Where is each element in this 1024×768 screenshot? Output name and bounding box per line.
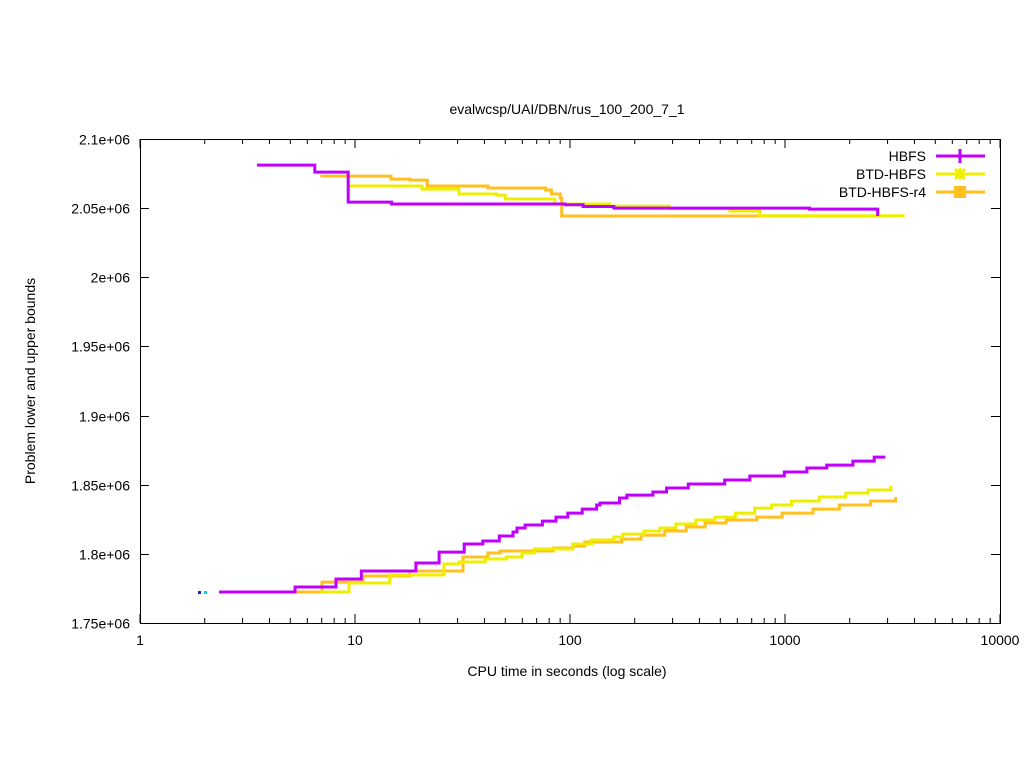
y-tick-label: 2.1e+06 <box>79 132 130 148</box>
axis-ticks: 1 10 100 1000 10000 1.75e+06 1.8e+06 1.85e+06 1.… <box>71 132 1019 649</box>
y-axis-label: Problem lower and upper bounds <box>22 278 38 484</box>
series-btd-hbfs-r4-upper-bound <box>320 174 885 218</box>
y-tick-label: 2.05e+06 <box>71 201 130 217</box>
x-tick-label: 10000 <box>981 632 1020 648</box>
y-tick-label: 1.9e+06 <box>79 409 130 425</box>
plot-area <box>219 163 905 594</box>
x-tick-label: 1000 <box>769 632 800 648</box>
series-hbfs-upper-bound <box>257 163 880 216</box>
y-tick-label: 1.95e+06 <box>71 339 130 355</box>
plot-border <box>140 139 1001 624</box>
x-tick-label: 100 <box>558 632 582 648</box>
chart-title: evalwcsp/UAI/DBN/rus_100_200_7_1 <box>449 101 684 117</box>
legend-label: BTD-HBFS-r4 <box>839 184 926 200</box>
series-btd-hbfs-lower-bound <box>320 486 893 594</box>
y-tick-label: 1.75e+06 <box>71 616 130 632</box>
legend: HBFS BTD-HBFS BTD-HBFS-r4 <box>839 148 985 200</box>
y-tick-label: 1.8e+06 <box>79 547 130 563</box>
x-axis-label: CPU time in seconds (log scale) <box>467 663 666 679</box>
plus-marker-icon <box>953 149 967 163</box>
y-tick-label: 1.85e+06 <box>71 478 130 494</box>
series-btd-hbfs-r4-lower-bound <box>219 497 898 594</box>
point-marker <box>198 591 201 594</box>
series-btd-hbfs-upper-bound <box>348 184 905 218</box>
series-hbfs-lower-bound <box>219 455 886 594</box>
x-tick-label: 10 <box>347 632 363 648</box>
legend-label: BTD-HBFS <box>856 166 926 182</box>
x-tick-label: 1 <box>136 632 144 648</box>
y-tick-label: 2e+06 <box>91 270 131 286</box>
legend-label: HBFS <box>889 148 926 164</box>
point-marker <box>204 591 207 594</box>
star-marker-icon <box>953 167 967 181</box>
square-marker-icon <box>954 186 966 198</box>
